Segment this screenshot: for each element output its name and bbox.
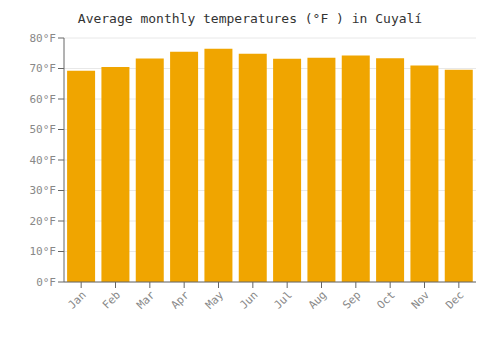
svg-text:0°F: 0°F xyxy=(36,276,56,289)
svg-text:60°F: 60°F xyxy=(30,93,57,106)
svg-text:Dec: Dec xyxy=(443,288,466,311)
svg-text:80°F: 80°F xyxy=(30,32,57,45)
svg-text:Oct: Oct xyxy=(375,288,398,311)
svg-text:20°F: 20°F xyxy=(30,215,57,228)
svg-text:Jun: Jun xyxy=(237,288,260,311)
svg-text:70°F: 70°F xyxy=(30,62,57,75)
svg-text:Sep: Sep xyxy=(340,288,363,311)
svg-text:10°F: 10°F xyxy=(30,245,57,258)
svg-text:Nov: Nov xyxy=(409,288,433,312)
svg-text:Mar: Mar xyxy=(134,288,158,312)
svg-text:50°F: 50°F xyxy=(30,123,57,136)
svg-text:Apr: Apr xyxy=(169,288,193,312)
svg-text:Feb: Feb xyxy=(100,288,123,311)
svg-text:30°F: 30°F xyxy=(30,184,57,197)
svg-text:May: May xyxy=(203,288,227,312)
svg-text:Jul: Jul xyxy=(272,288,295,311)
svg-text:40°F: 40°F xyxy=(30,154,57,167)
svg-text:Jan: Jan xyxy=(66,288,89,311)
svg-text:Aug: Aug xyxy=(306,288,329,311)
html-text:Average monthly temperatures (: Average monthly temperatures (°F ) in Cu… xyxy=(77,11,423,26)
